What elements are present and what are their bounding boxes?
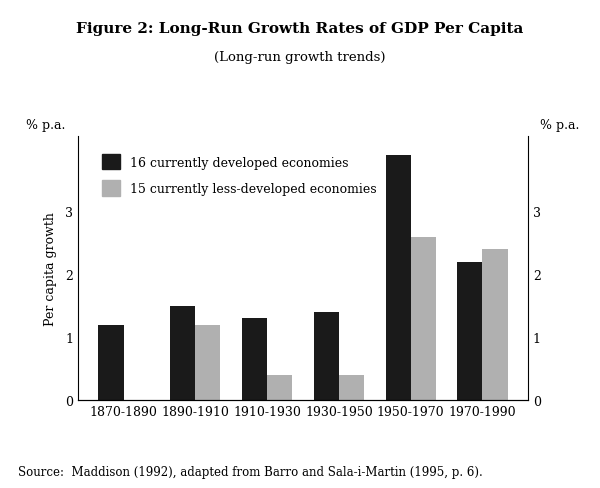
Text: % p.a.: % p.a. xyxy=(541,119,580,131)
Bar xyxy=(339,375,364,400)
Bar xyxy=(267,375,292,400)
Bar xyxy=(482,249,508,400)
Bar xyxy=(196,325,220,400)
Bar xyxy=(314,312,339,400)
Bar xyxy=(386,156,410,400)
Bar xyxy=(457,262,482,400)
Text: (Long-run growth trends): (Long-run growth trends) xyxy=(214,51,386,64)
Bar xyxy=(170,306,196,400)
Y-axis label: Per capita growth: Per capita growth xyxy=(44,212,57,325)
Bar xyxy=(98,325,124,400)
Text: % p.a.: % p.a. xyxy=(26,119,65,131)
Legend: 16 currently developed economies, 15 currently less-developed economies: 16 currently developed economies, 15 cur… xyxy=(98,151,380,200)
Text: Figure 2: Long-Run Growth Rates of GDP Per Capita: Figure 2: Long-Run Growth Rates of GDP P… xyxy=(76,22,524,36)
Bar xyxy=(242,319,267,400)
Text: Source:  Maddison (1992), adapted from Barro and Sala-i-Martin (1995, p. 6).: Source: Maddison (1992), adapted from Ba… xyxy=(18,465,483,478)
Bar xyxy=(410,237,436,400)
